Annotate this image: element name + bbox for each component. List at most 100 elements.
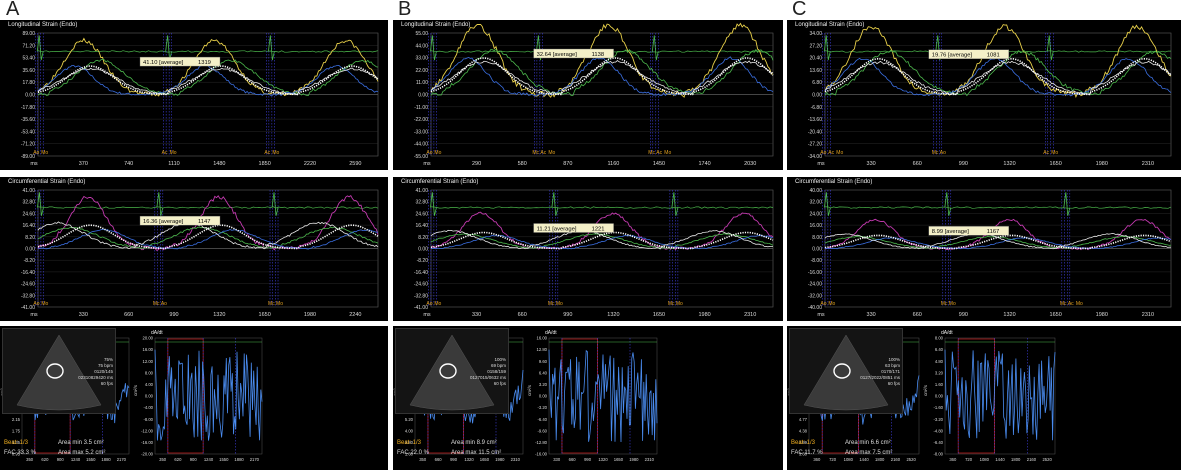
panel-title: Circumferential Strain (Endo) xyxy=(795,179,873,185)
x-tick-label: 1650 xyxy=(259,312,271,318)
x-tick-label: 900 xyxy=(57,457,65,462)
y-tick-label: -24.60 xyxy=(414,282,428,288)
x-tick-label: 2160 xyxy=(1027,457,1037,462)
event-marker-label: Ao xyxy=(426,150,432,156)
average-annotation-label: 11.21 [average] xyxy=(537,226,577,232)
y-tick-label: 16.00 xyxy=(143,347,154,352)
x-tick-label: 660 xyxy=(435,457,443,462)
event-marker-label: Ao xyxy=(820,301,826,307)
x-tick-label: 2310 xyxy=(645,457,655,462)
echo-info-line: 60 fps xyxy=(887,381,900,386)
x-tick-label: 1880 xyxy=(234,457,244,462)
y-tick-label: 9.60 xyxy=(539,359,548,364)
x-tick-label: 660 xyxy=(124,312,133,318)
y-tick-label: -16.00 xyxy=(141,440,154,445)
x-tick-label: 1110 xyxy=(168,161,179,167)
x-tick-label: 1320 xyxy=(607,312,619,318)
magenta-segment-curve xyxy=(37,194,379,252)
x-tick-label: 1980 xyxy=(629,457,639,462)
event-marker-label: Mc xyxy=(548,301,555,307)
x-tick-label: 370 xyxy=(79,161,88,167)
y-tick-label: 0.00 xyxy=(812,247,822,253)
y-tick-label: -32.80 xyxy=(21,293,35,299)
x-tick-label: 1320 xyxy=(1003,312,1015,318)
dadt-curve xyxy=(548,349,658,443)
y-tick-label: -32.00 xyxy=(808,293,822,299)
event-marker-label: Mo xyxy=(41,301,48,307)
x-tick-label: 1850 xyxy=(259,161,271,167)
echo-graphic xyxy=(409,334,495,411)
event-marker-label: Ac xyxy=(1068,301,1074,307)
y-tick-label: 1.35 xyxy=(12,440,21,445)
x-tick-label: 1650 xyxy=(614,457,624,462)
y-tick-label: 33.00 xyxy=(415,56,428,62)
y-tick-label: 71.20 xyxy=(22,43,35,49)
y-tick-label: 41.00 xyxy=(415,188,428,194)
mini-plot-ylabel: cm²/s xyxy=(923,384,928,396)
echo-info-line: 75% xyxy=(103,357,113,362)
x-tick-label: 1240 xyxy=(204,457,214,462)
ecg-spike xyxy=(37,192,44,216)
event-marker-label: Mc xyxy=(648,150,655,156)
ecg-spike xyxy=(1046,35,1054,61)
event-marker-label: Mo xyxy=(41,150,48,156)
echo-info-line: 75 bpm xyxy=(97,363,113,368)
x-tick-label: 2240 xyxy=(349,312,361,318)
y-tick-label: 20.40 xyxy=(809,56,822,62)
y-tick-label: 24.60 xyxy=(415,211,428,217)
echo-info-line: 100% xyxy=(888,357,900,362)
ultrasound-fan xyxy=(409,334,495,411)
x-tick-label: ms xyxy=(817,312,825,318)
y-tick-label: 4.00 xyxy=(405,428,414,433)
ecg-spike xyxy=(823,192,831,216)
strain-panel-c-long: Longitudinal Strain (Endo) 34.00 27.20 20.4… xyxy=(787,20,1181,170)
y-tick-label: 6.40 xyxy=(539,370,548,375)
x-tick-label: 990 xyxy=(450,457,458,462)
echo-info-line: 02310829420 ms xyxy=(78,375,113,380)
area-min: Area min 3.5 cm² xyxy=(58,440,104,446)
echo-image: 100% 63 bpm 0170/171 0127/2022/0851 ms 60 fp… xyxy=(789,328,903,414)
y-tick-label: 8.00 xyxy=(935,336,944,341)
event-marker-label: Mo xyxy=(828,301,835,307)
x-tick-label: 1800 xyxy=(1011,457,1021,462)
y-tick-label: 0.00 xyxy=(539,394,548,399)
plot-frame xyxy=(548,337,658,455)
x-tick-label: 2170 xyxy=(250,457,260,462)
x-tick-label: 2520 xyxy=(906,457,916,462)
ecg-trace xyxy=(37,206,379,209)
event-marker-label: Mo xyxy=(1051,150,1058,156)
y-tick-label: 32.80 xyxy=(415,200,428,206)
event-marker-label: Mc xyxy=(153,301,160,307)
fac-value: FAC 33.3 % xyxy=(4,450,37,456)
x-tick-label: 720 xyxy=(965,457,973,462)
area-max: Area max 11.5 cm² xyxy=(451,450,502,456)
event-marker-label: Mo xyxy=(170,150,177,156)
y-tick-label: -8.20 xyxy=(417,258,429,264)
area-max: Area max 7.5 cm² xyxy=(845,450,893,456)
y-tick-label: 4.00 xyxy=(145,382,154,387)
y-tick-label: 17.80 xyxy=(22,80,35,86)
green-segment-curve xyxy=(824,235,1172,249)
x-tick-label: 580 xyxy=(518,161,527,167)
ecg-spike xyxy=(823,35,831,61)
x-tick-label: 1980 xyxy=(495,457,505,462)
x-tick-label: 620 xyxy=(174,457,182,462)
x-tick-label: 2590 xyxy=(349,161,361,167)
yellow-segment-curve xyxy=(824,24,1172,98)
average-annotation-box xyxy=(139,215,221,226)
average-annotation-label: 32.64 [average] xyxy=(537,52,578,58)
average-strain-curve xyxy=(824,58,1172,96)
y-tick-label: 3.99 xyxy=(799,440,808,445)
y-tick-label: 0.00 xyxy=(25,247,35,253)
x-tick-label: 1650 xyxy=(1050,312,1062,318)
y-tick-label: -16.40 xyxy=(21,270,35,276)
event-marker-label: Ao xyxy=(940,150,946,156)
mini-plot-title: dA/dt xyxy=(545,330,557,336)
event-marker-label: Ac xyxy=(264,150,270,156)
echo-info-line: 0158/159 xyxy=(487,369,506,374)
y-tick-label: 12.00 xyxy=(143,359,154,364)
x-tick-label: 1320 xyxy=(464,457,474,462)
event-marker-label: Mo xyxy=(1076,301,1083,307)
panel-title: Circumferential Strain (Endo) xyxy=(8,179,86,185)
event-marker-label: Mo xyxy=(836,150,843,156)
